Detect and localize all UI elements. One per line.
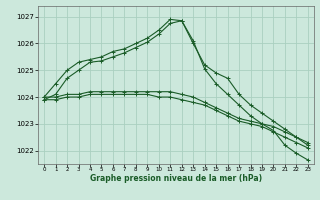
X-axis label: Graphe pression niveau de la mer (hPa): Graphe pression niveau de la mer (hPa) <box>90 174 262 183</box>
